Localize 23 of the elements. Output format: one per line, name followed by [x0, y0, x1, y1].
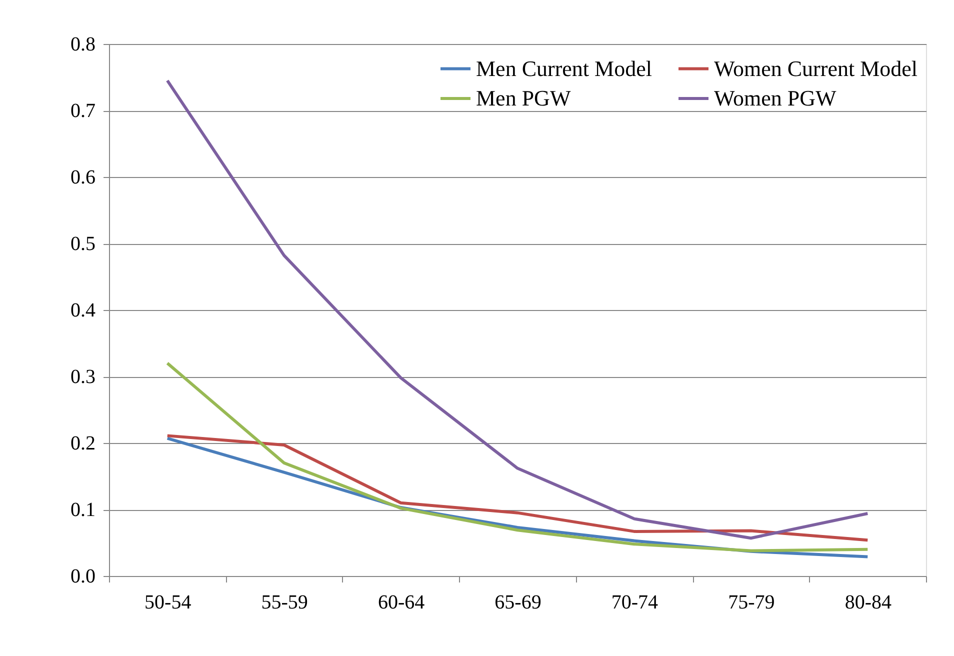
y-tick-label: 0.7: [70, 100, 96, 122]
line-series: [166, 362, 870, 552]
legend-label: Men PGW: [476, 86, 571, 110]
x-tick-label: 55-59: [261, 592, 308, 614]
y-tick-label: 0.4: [70, 300, 96, 322]
line-series: [166, 434, 870, 542]
y-tick-label: 0.3: [70, 366, 96, 388]
y-tick-label: 0.2: [70, 432, 96, 454]
x-tick-label: 80-84: [844, 592, 892, 614]
legend-label: Women Current Model: [714, 56, 918, 81]
y-tick-label: 0.0: [70, 566, 96, 588]
y-tick-label: 0.1: [70, 499, 96, 521]
legend-label: Women PGW: [714, 86, 837, 110]
y-tick-label: 0.8: [70, 34, 96, 56]
line-series: [166, 79, 870, 540]
x-tick-label: 50-54: [144, 592, 192, 614]
x-tick-label: 60-64: [378, 592, 425, 614]
x-tick-label: 75-79: [728, 592, 775, 614]
y-tick-label: 0.5: [70, 233, 96, 255]
legend-label: Men Current Model: [476, 56, 652, 81]
x-tick-label: 65-69: [494, 592, 542, 614]
x-tick-label: 70-74: [611, 592, 658, 614]
y-tick-label: 0.6: [70, 166, 96, 188]
